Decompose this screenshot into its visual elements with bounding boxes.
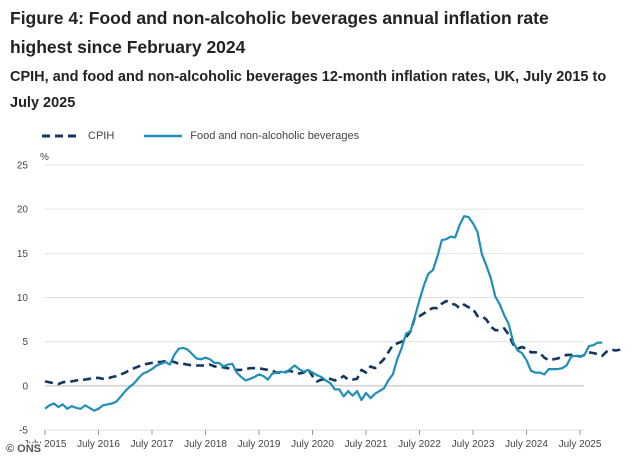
x-tick-label: July 2022 [398,439,441,450]
legend-item-food[interactable]: Food and non-alcoholic beverages [144,130,359,142]
x-tick-label: July 2020 [291,439,334,450]
figure-title: Figure 4: Food and non-alcoholic beverag… [10,8,549,57]
y-tick-label: 20 [17,205,29,216]
x-tick-label: July 2023 [452,439,495,450]
x-tick-label: July 2025 [559,439,602,450]
x-tick-label: July 2019 [238,439,281,450]
y-axis-unit: % [40,152,49,163]
y-tick-label: 5 [22,337,28,348]
y-tick-label: 0 [22,381,28,392]
x-tick-label: July 2015 [24,439,67,450]
series-layer [44,215,626,412]
x-tick-label: July 2021 [345,439,388,450]
x-tick-label: July 2024 [505,439,548,450]
y-tick-labels: -5 0 5 10 15 20 25 [17,161,29,437]
x-tick-label: July 2017 [131,439,174,450]
y-tick-label: 25 [17,161,29,172]
series-line-cpih [44,299,626,386]
legend-label-food: Food and non-alcoholic beverages [190,130,360,142]
legend-item-cpih[interactable]: CPIH [42,130,114,142]
y-tick-label: 15 [17,249,29,260]
figure-subtitle: CPIH, and food and non-alcoholic beverag… [10,69,607,111]
legend-swatch-solid [144,134,183,138]
x-tick-label: July 2016 [77,439,120,450]
legend-label-cpih: CPIH [88,130,115,142]
y-tick-label: 10 [17,293,29,304]
ons-copyright: © ONS [4,443,43,455]
chart-legend: CPIH Food and non-alcoholic beverages [42,126,389,146]
y-tick-label: -5 [19,426,28,437]
x-tick-labels: July 2015 July 2016 July 2017 July 2018 July… [24,430,602,450]
legend-swatch-dashed [42,134,80,138]
series-line-food [44,215,603,412]
x-tick-label: July 2018 [184,439,227,450]
grid-layer [45,164,584,431]
